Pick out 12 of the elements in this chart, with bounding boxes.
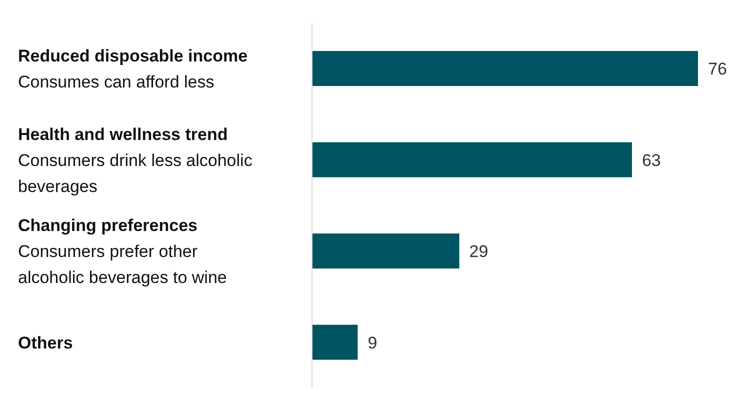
data-label: 9 [368,333,378,352]
bar [312,142,632,178]
bar [312,324,358,360]
y-tick-label: Others [18,332,73,352]
bar [312,51,698,86]
y-tick-label: Changing preferences Consumers prefer other alcoholic beverages to wine [18,216,227,287]
y-tick-label: Reduced disposable income Consumes can afford less [18,46,248,92]
data-label: 63 [642,150,661,170]
y-tick-label: Health and wellness trend Consumers drink less alcoholic beverages [18,124,253,196]
data-label: 76 [708,60,727,79]
bar [312,234,460,268]
data-label: 29 [469,242,488,262]
